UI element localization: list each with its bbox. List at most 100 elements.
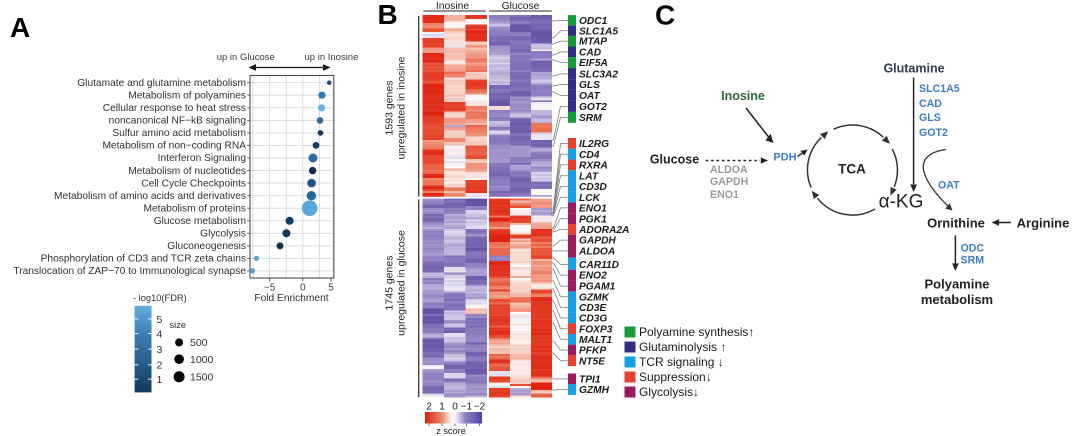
svg-text:CAR11D: CAR11D xyxy=(579,260,620,271)
svg-text:Glutamine: Glutamine xyxy=(883,62,944,76)
svg-text:GOT2: GOT2 xyxy=(579,102,607,113)
svg-text:Glucose metabolism: Glucose metabolism xyxy=(154,216,246,227)
svg-text:GAPDH: GAPDH xyxy=(579,236,616,247)
svg-text:FOXP3: FOXP3 xyxy=(579,324,613,335)
svg-text:ODC: ODC xyxy=(961,242,985,254)
svg-text:−2: −2 xyxy=(474,402,486,413)
svg-text:ENO1: ENO1 xyxy=(710,189,739,201)
svg-text:CD4: CD4 xyxy=(579,150,600,161)
svg-text:metabolism: metabolism xyxy=(921,292,993,307)
svg-text:TPI1: TPI1 xyxy=(579,375,601,386)
svg-text:- log10(FDR): - log10(FDR) xyxy=(133,293,187,303)
svg-text:−1: −1 xyxy=(461,402,473,413)
svg-text:Metabolism of proteins: Metabolism of proteins xyxy=(144,203,247,214)
svg-text:TCA: TCA xyxy=(838,162,866,177)
svg-text:Glutamate and glutamine metabo: Glutamate and glutamine metabolism xyxy=(77,78,246,89)
svg-text:Metabolism of nucleotides: Metabolism of nucleotides xyxy=(128,166,246,177)
svg-text:Metabolism of amino acids and: Metabolism of amino acids and derivative… xyxy=(54,191,246,202)
svg-text:Inosine: Inosine xyxy=(721,89,765,103)
svg-text:C: C xyxy=(655,0,675,31)
svg-text:ADORA2A: ADORA2A xyxy=(578,225,629,236)
svg-text:TCR signaling ↓: TCR signaling ↓ xyxy=(639,355,724,369)
svg-text:Metabolism of non−coding RNA: Metabolism of non−coding RNA xyxy=(102,141,246,152)
svg-text:CAD: CAD xyxy=(579,48,602,59)
svg-text:1745 genes: 1745 genes xyxy=(384,256,396,311)
svg-text:Suppression↓: Suppression↓ xyxy=(639,370,712,384)
svg-text:−5: −5 xyxy=(264,283,276,294)
svg-text:0: 0 xyxy=(452,402,458,413)
svg-text:upregulated in glucose: upregulated in glucose xyxy=(396,230,408,336)
svg-text:Glucose: Glucose xyxy=(502,1,540,12)
svg-text:up in Inosine: up in Inosine xyxy=(305,52,359,63)
svg-text:A: A xyxy=(10,12,30,43)
svg-text:NT5E: NT5E xyxy=(579,356,606,367)
svg-text:SLC1A5: SLC1A5 xyxy=(919,83,960,95)
svg-text:Phosphorylation of CD3 and TCR: Phosphorylation of CD3 and TCR zeta chai… xyxy=(41,254,246,265)
svg-text:0: 0 xyxy=(300,283,306,294)
svg-text:CAD: CAD xyxy=(919,98,942,110)
svg-text:OAT: OAT xyxy=(579,91,601,102)
svg-text:SRM: SRM xyxy=(579,113,602,124)
svg-text:Fold Enrichment: Fold Enrichment xyxy=(254,293,328,304)
svg-text:OAT: OAT xyxy=(938,180,960,192)
svg-text:Arginine: Arginine xyxy=(1017,216,1070,231)
svg-text:Metabolism of polyamines: Metabolism of polyamines xyxy=(128,91,246,102)
svg-text:noncanonical NF−kB signaling: noncanonical NF−kB signaling xyxy=(109,116,247,127)
svg-text:Glycolysis: Glycolysis xyxy=(200,229,246,240)
svg-text:ENO2: ENO2 xyxy=(579,271,607,282)
svg-text:EIF5A: EIF5A xyxy=(579,58,608,69)
svg-text:Gluconeogenesis: Gluconeogenesis xyxy=(167,241,246,252)
svg-text:Interferon Signaling: Interferon Signaling xyxy=(158,153,247,164)
svg-text:Polyamine: Polyamine xyxy=(924,277,989,292)
svg-text:upregulated in inosine: upregulated in inosine xyxy=(396,56,408,159)
svg-text:Sulfur amino acid metabolism: Sulfur amino acid metabolism xyxy=(112,128,246,139)
svg-text:ALDOA: ALDOA xyxy=(578,247,615,258)
svg-text:Glycolysis↓: Glycolysis↓ xyxy=(639,385,699,399)
svg-text:GOT2: GOT2 xyxy=(919,127,948,139)
svg-text:PGK1: PGK1 xyxy=(579,214,607,225)
svg-text:ALDOA: ALDOA xyxy=(710,164,748,176)
svg-text:Inosine: Inosine xyxy=(436,1,469,12)
svg-text:1593 genes: 1593 genes xyxy=(384,81,396,136)
svg-text:CD3E: CD3E xyxy=(579,303,607,314)
svg-text:MALT1: MALT1 xyxy=(579,335,613,346)
svg-text:1500: 1500 xyxy=(190,372,214,384)
svg-text:GAPDH: GAPDH xyxy=(710,176,748,188)
svg-text:2: 2 xyxy=(157,360,163,372)
svg-text:Glutaminolysis ↑: Glutaminolysis ↑ xyxy=(639,340,726,354)
svg-text:Glucose: Glucose xyxy=(650,153,699,167)
svg-text:2: 2 xyxy=(426,402,432,413)
svg-text:B: B xyxy=(378,0,398,30)
svg-text:LAT: LAT xyxy=(579,171,599,182)
svg-text:ODC1: ODC1 xyxy=(579,16,608,27)
svg-text:Polyamine synthesis↑: Polyamine synthesis↑ xyxy=(639,325,754,339)
svg-text:Ornithine: Ornithine xyxy=(927,216,985,231)
svg-text:PDH: PDH xyxy=(773,152,796,164)
svg-text:1: 1 xyxy=(439,402,445,413)
svg-text:GLS: GLS xyxy=(919,112,941,124)
svg-text:IL2RG: IL2RG xyxy=(579,139,609,150)
svg-text:PFKP: PFKP xyxy=(579,346,606,357)
svg-text:5: 5 xyxy=(157,314,163,326)
svg-text:CD3D: CD3D xyxy=(579,182,607,193)
svg-text:LCK: LCK xyxy=(579,193,601,204)
svg-text:4: 4 xyxy=(157,328,163,340)
svg-text:GLS: GLS xyxy=(579,80,600,91)
svg-text:PGAM1: PGAM1 xyxy=(579,282,616,293)
svg-text:α-KG: α-KG xyxy=(879,192,924,213)
svg-text:1000: 1000 xyxy=(190,354,214,366)
svg-text:GZMH: GZMH xyxy=(579,385,610,396)
svg-text:Cellular response to heat stre: Cellular response to heat stress xyxy=(103,103,246,114)
svg-text:Translocation of ZAP−70 to Imm: Translocation of ZAP−70 to Immunological… xyxy=(13,266,246,277)
svg-text:1: 1 xyxy=(157,374,163,386)
svg-text:SLC1A5: SLC1A5 xyxy=(579,26,618,37)
svg-text:RXRA: RXRA xyxy=(579,161,608,172)
svg-text:up in Glucose: up in Glucose xyxy=(217,52,275,63)
svg-text:MTAP: MTAP xyxy=(579,37,607,48)
svg-text:GZMK: GZMK xyxy=(579,292,610,303)
svg-text:Cell Cycle Checkpoints: Cell Cycle Checkpoints xyxy=(141,178,246,189)
svg-text:size: size xyxy=(170,320,187,330)
svg-text:500: 500 xyxy=(190,337,208,349)
svg-text:CD3G: CD3G xyxy=(579,314,607,325)
svg-text:z score: z score xyxy=(436,426,466,436)
